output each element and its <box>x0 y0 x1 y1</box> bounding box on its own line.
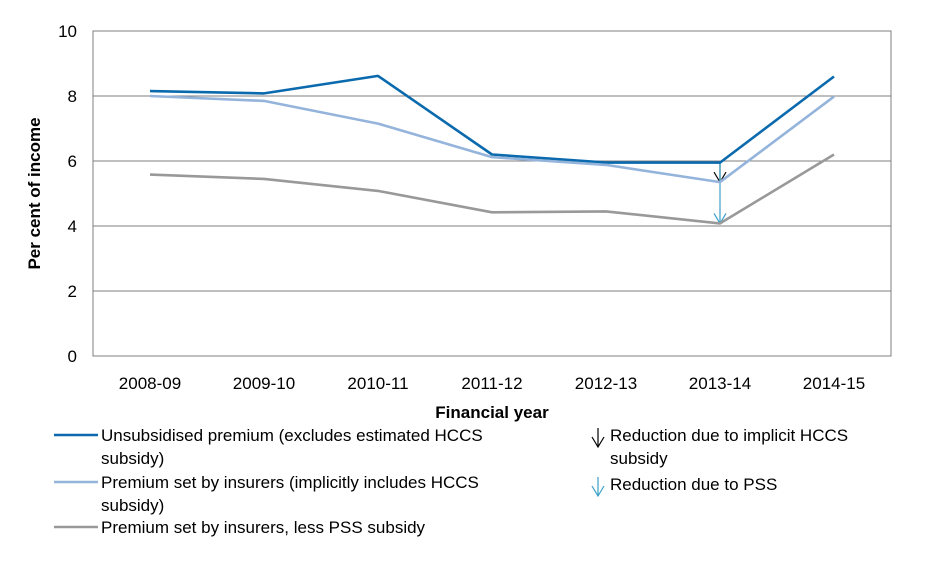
x-tick-label: 2010-11 <box>347 374 408 393</box>
legend-label: Premium set by insurers, less PSS subsid… <box>101 518 426 537</box>
series-line <box>149 94 835 184</box>
y-tick-label: 0 <box>68 347 77 366</box>
legend-arrow-icon <box>591 477 605 498</box>
series-line <box>149 74 835 164</box>
legend: Unsubsidised premium (excludes estimated… <box>54 426 848 537</box>
legend-label: subsidy) <box>101 449 164 468</box>
legend-label: Unsubsidised premium (excludes estimated… <box>101 426 483 445</box>
x-tick-label: 2014-15 <box>803 374 865 393</box>
x-tick-label: 2009-10 <box>233 374 295 393</box>
reduction-arrow <box>713 162 727 225</box>
x-tick-label: 2013-14 <box>689 374 751 393</box>
legend-label: Reduction due to PSS <box>610 475 777 494</box>
x-tick-label: 2012-13 <box>575 374 637 393</box>
legend-label: Premium set by insurers (implicitly incl… <box>101 473 479 492</box>
plot-area-frame <box>92 30 892 357</box>
series-lines <box>149 74 835 225</box>
x-axis-title: Financial year <box>435 403 549 422</box>
legend-arrow-icon <box>591 428 605 449</box>
legend-label: subsidy) <box>101 496 164 515</box>
y-axis-title: Per cent of income <box>25 117 44 269</box>
annotation-arrows <box>713 162 727 225</box>
legend-label: Reduction due to implicit HCCS <box>610 426 848 445</box>
x-tick-label: 2008-09 <box>119 374 181 393</box>
gridlines <box>93 95 891 292</box>
y-tick-label: 2 <box>68 282 77 301</box>
y-tick-label: 4 <box>68 217 77 236</box>
y-tick-label: 6 <box>68 152 77 171</box>
legend-label: subsidy <box>610 449 668 468</box>
y-tick-label: 8 <box>68 87 77 106</box>
y-tick-label: 10 <box>58 22 77 41</box>
series-line <box>149 153 835 225</box>
axis-ticks: 0 2 4 6 8 10 2008-09 2009-10 2010-11 2011-12 2012-… <box>58 22 865 393</box>
x-tick-label: 2011-12 <box>461 374 522 393</box>
